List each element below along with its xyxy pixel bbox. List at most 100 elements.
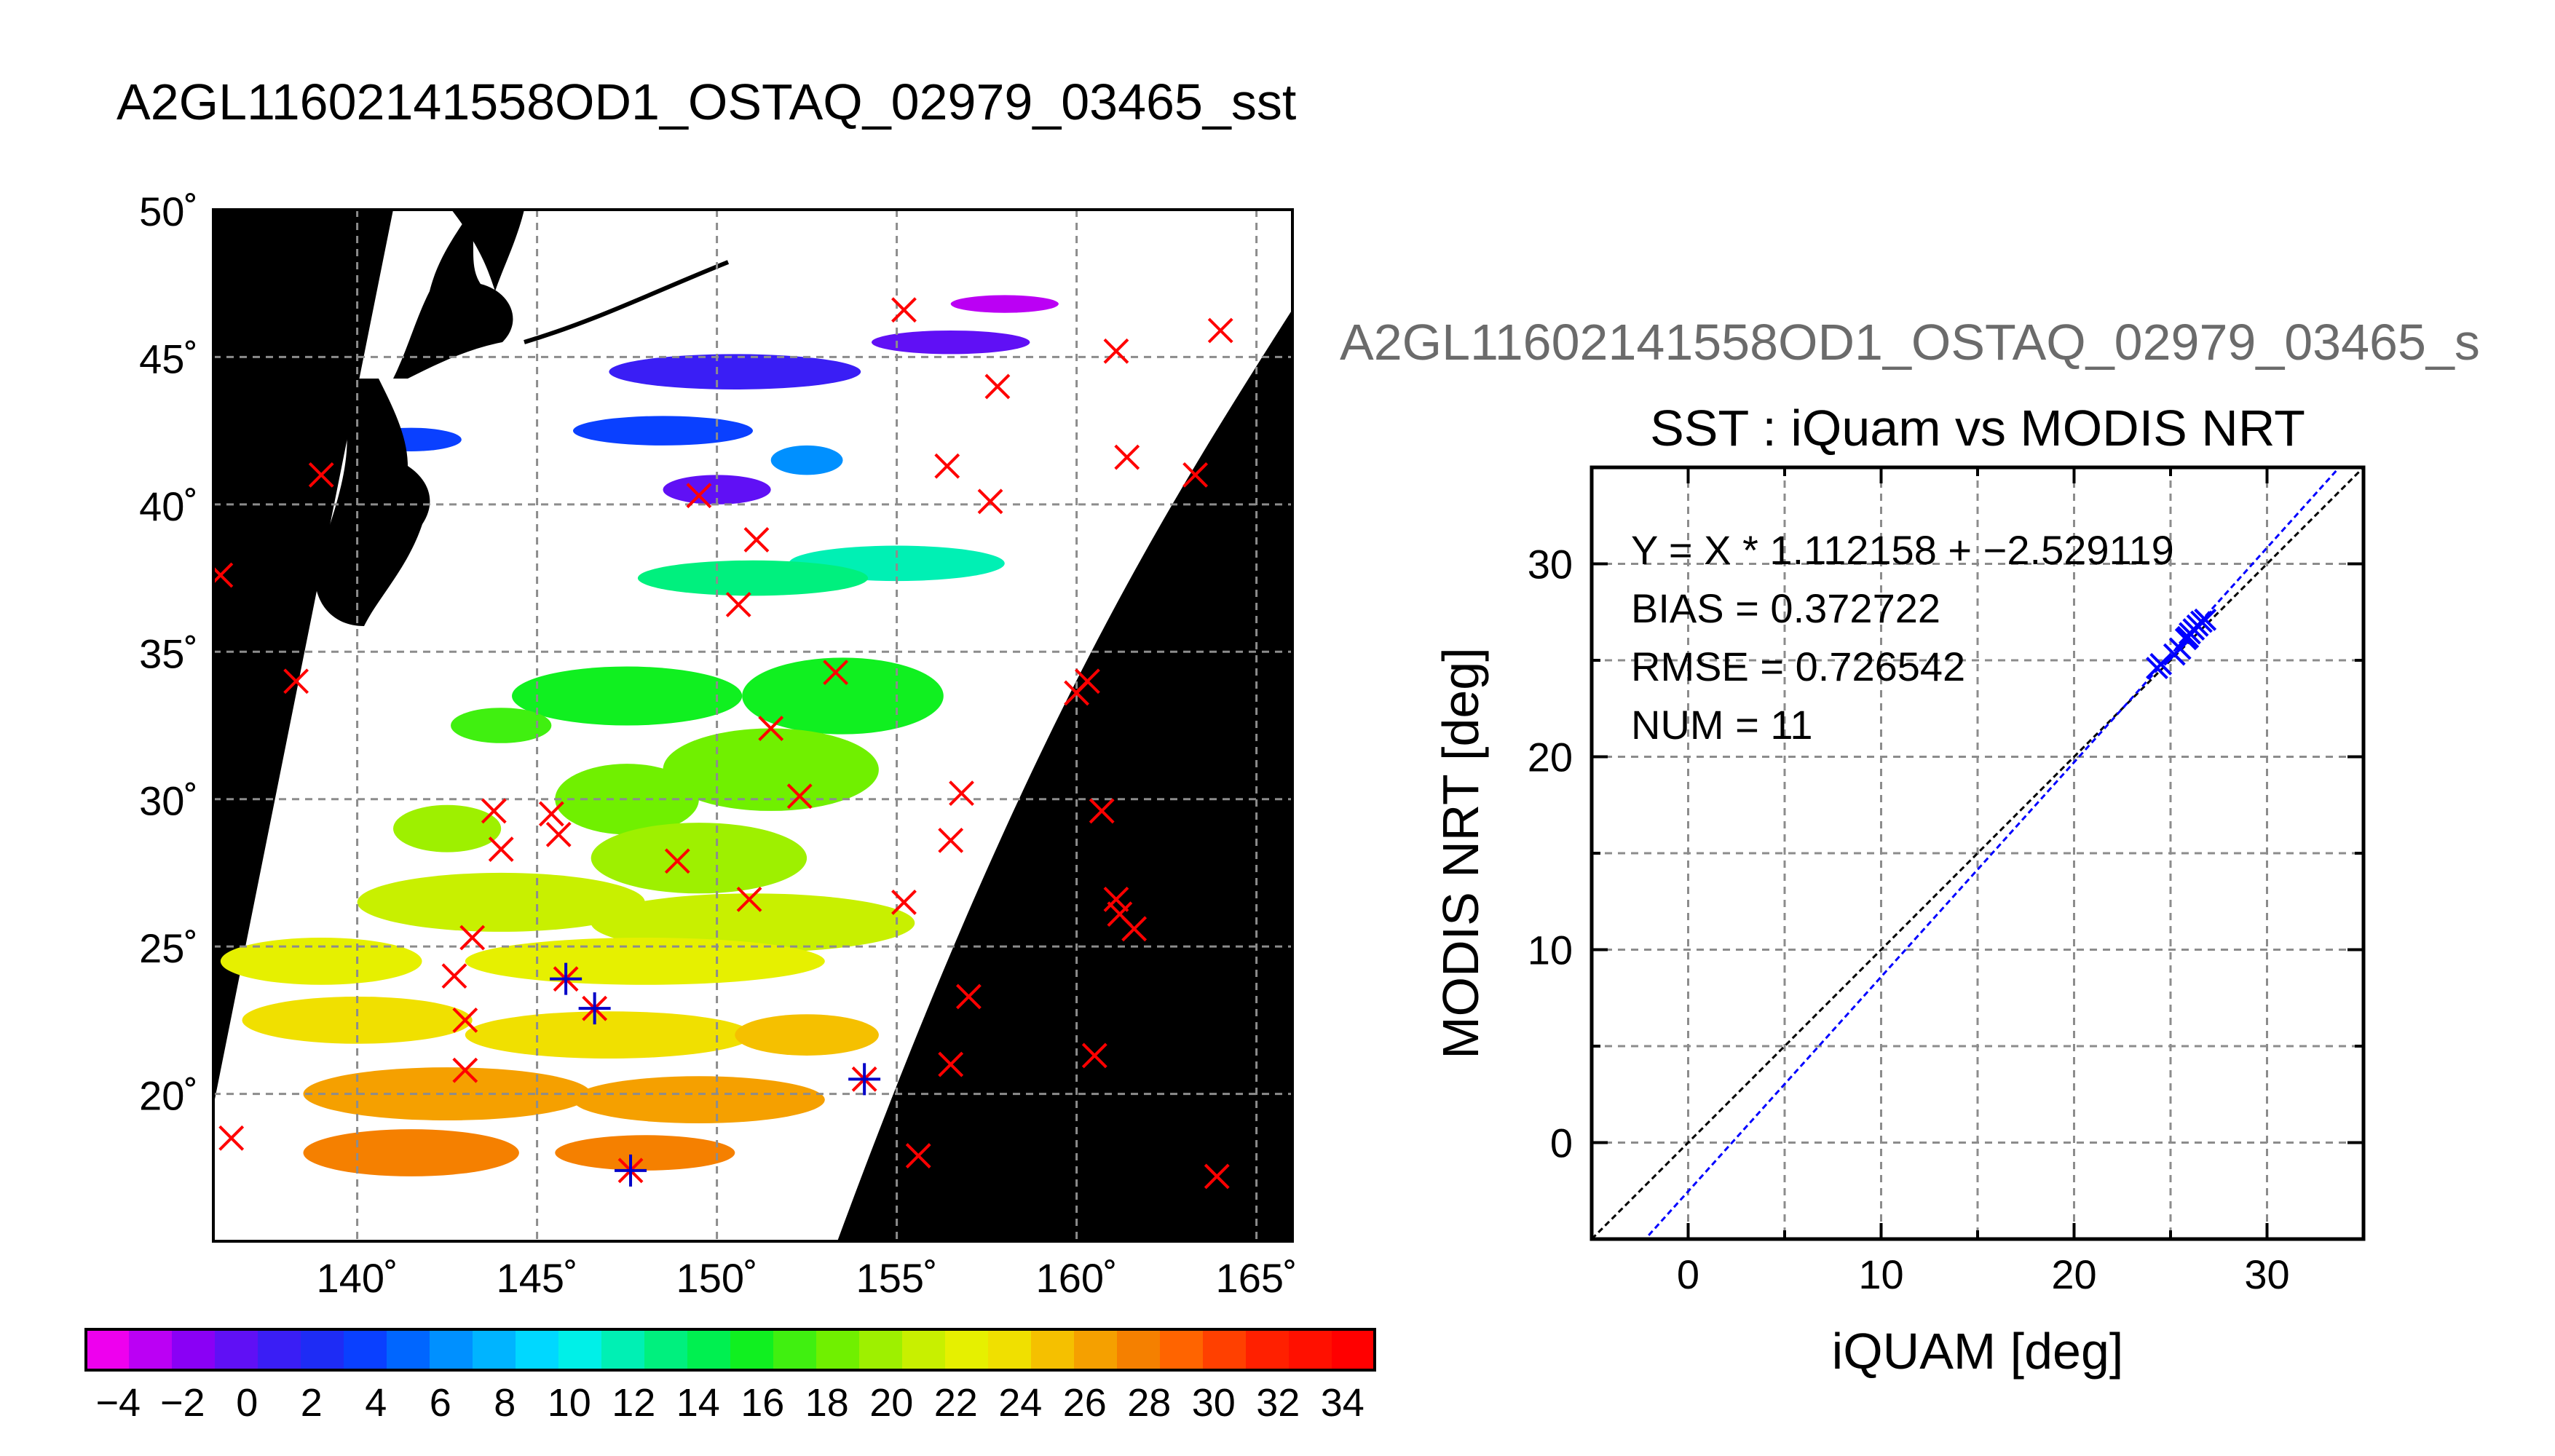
colorbar-swatch: [773, 1329, 817, 1370]
colorbar-label: 18: [805, 1381, 849, 1425]
sst-patch: [609, 354, 861, 389]
buoy-marker: [686, 483, 712, 509]
sst-patch: [465, 1011, 753, 1059]
sst-patch: [742, 657, 944, 735]
scatter-xlabel: iQUAM [deg]: [1832, 1323, 2124, 1380]
regression-line: [1643, 467, 2341, 1239]
y-tick-label: 30: [1528, 542, 1573, 587]
latitude-label: 30˚: [139, 778, 198, 824]
buoy-markers: [213, 297, 1233, 1190]
latitude-label: 40˚: [139, 483, 198, 529]
colorbar-swatch: [687, 1329, 731, 1370]
y-tick-label: 10: [1528, 927, 1573, 973]
buoy-marker: [283, 668, 309, 695]
sst-patch: [573, 416, 753, 446]
sst-map: 50˚ 45˚ 40˚ 35˚ 30˚ 25˚ 20˚ 140˚ 145˚ 150˚ 155˚ 16…: [139, 189, 1298, 1301]
sst-patch: [555, 764, 699, 835]
buoy-marker: [1182, 462, 1209, 488]
collocated-marker: [550, 962, 583, 995]
scatter-point: [2176, 625, 2200, 649]
longitude-label: 150˚: [676, 1255, 758, 1301]
buoy-marker: [1121, 916, 1148, 942]
latitude-label: 25˚: [139, 925, 198, 971]
x-tick-label: 30: [2244, 1251, 2289, 1297]
y-tick-label: 20: [1528, 735, 1573, 780]
colorbar-swatch: [644, 1329, 688, 1370]
scatter-title: SST : iQuam vs MODIS NRT: [1650, 400, 2305, 456]
colorbar-labels: −4 −2 0 2 4 6 8 10 12 14 16 18 20 22 24 26 28 30 32 34: [95, 1381, 1364, 1425]
colorbar-swatch: [387, 1329, 430, 1370]
sst-patch: [591, 893, 915, 953]
colorbar-swatch: [172, 1329, 216, 1370]
buoy-marker: [1103, 886, 1129, 912]
sst-patch: [357, 872, 645, 932]
buoy-marker: [905, 1143, 931, 1169]
buoy-marker: [1089, 798, 1115, 824]
colorbar-swatch: [1332, 1329, 1375, 1370]
buoy-marker: [955, 984, 982, 1010]
colorbar-swatches: [86, 1329, 1375, 1370]
longitude-label: 165˚: [1216, 1255, 1298, 1301]
sst-patch: [393, 804, 502, 852]
colorbar-swatch: [516, 1329, 559, 1370]
colorbar-label: 28: [1127, 1381, 1171, 1425]
buoy-marker: [934, 453, 960, 479]
colorbar-swatch: [86, 1329, 130, 1370]
sst-patch: [637, 560, 869, 596]
colorbar-label: 8: [494, 1381, 516, 1425]
sst-patch: [512, 666, 743, 726]
buoy-marker: [938, 827, 964, 853]
colorbar-label: 22: [934, 1381, 978, 1425]
colorbar-swatch: [1117, 1329, 1161, 1370]
colorbar-label: 30: [1192, 1381, 1236, 1425]
buoy-marker: [441, 963, 467, 989]
map-gridlines: [213, 210, 1292, 1241]
colorbar-swatch: [215, 1329, 258, 1370]
x-tick-label: 10: [1858, 1251, 1903, 1297]
buoy-marker: [823, 660, 849, 686]
colorbar: −4 −2 0 2 4 6 8 10 12 14 16 18 20 22 24 26 28 30 32 34: [84, 1328, 1376, 1425]
colorbar-label: 12: [612, 1381, 655, 1425]
longitude-labels: 140˚ 145˚ 150˚ 155˚ 160˚ 165˚: [317, 1255, 1298, 1301]
scatter-ticks: 0 10 20 30 0 10 20 30: [1528, 466, 2365, 1297]
longitude-label: 160˚: [1036, 1255, 1118, 1301]
sst-patch: [950, 295, 1059, 313]
buoy-marker: [1207, 317, 1233, 344]
stat-annotation: RMSE = 0.726542: [1631, 644, 1965, 689]
sst-patch: [770, 445, 843, 475]
scatter-point: [2149, 652, 2173, 676]
one-to-one-line: [1592, 467, 2364, 1239]
sst-patch: [220, 937, 422, 985]
collocated-marker: [615, 1154, 647, 1187]
scatter-ylabel: MODIS NRT [deg]: [1432, 647, 1489, 1059]
buoy-marker: [218, 1125, 245, 1151]
buoy-marker: [308, 462, 334, 488]
longitude-label: 145˚: [497, 1255, 578, 1301]
buoy-marker: [452, 1007, 478, 1033]
colorbar-frame: [84, 1328, 1376, 1372]
colorbar-label: −4: [95, 1381, 141, 1425]
buoy-marker: [664, 848, 690, 874]
latitude-label: 20˚: [139, 1073, 198, 1119]
stat-annotation: BIAS = 0.372722: [1631, 585, 1940, 631]
colorbar-label: 26: [1063, 1381, 1107, 1425]
buoy-marker: [786, 783, 813, 810]
colorbar-swatch: [988, 1329, 1032, 1370]
colorbar-label: 20: [869, 1381, 913, 1425]
sst-patch: [303, 1067, 591, 1121]
sst-patch: [872, 330, 1030, 355]
latitude-label: 50˚: [139, 189, 198, 234]
buoy-marker: [459, 925, 486, 951]
colorbar-swatch: [859, 1329, 903, 1370]
colorbar-swatch: [558, 1329, 602, 1370]
colorbar-swatch: [258, 1329, 301, 1370]
sst-patch: [451, 708, 552, 743]
colorbar-label: −2: [160, 1381, 205, 1425]
buoy-marker: [891, 297, 917, 323]
colorbar-label: 0: [236, 1381, 258, 1425]
map-frame: [212, 208, 1294, 1243]
buoy-marker: [949, 780, 974, 807]
colorbar-label: 16: [741, 1381, 784, 1425]
y-tick-label: 0: [1550, 1120, 1573, 1166]
